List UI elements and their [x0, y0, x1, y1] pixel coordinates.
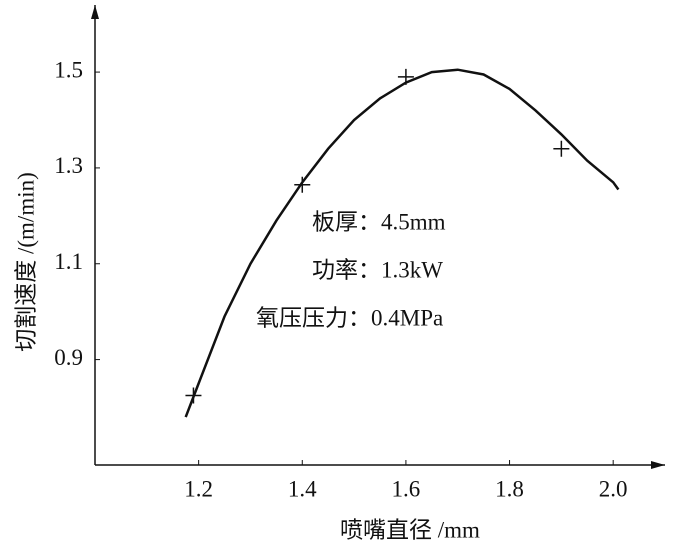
y-tick-label: 1.5	[54, 57, 83, 82]
x-tick-label: 1.8	[495, 476, 524, 501]
x-tick-label: 1.2	[184, 476, 213, 501]
x-axis-label: 喷嘴直径 /mm	[340, 517, 480, 542]
annotation: 氧压压力：0.4MPa	[256, 305, 443, 330]
data-point	[397, 68, 414, 85]
y-tick-label: 0.9	[54, 345, 83, 370]
annotation: 功率：1.3kW	[312, 257, 443, 282]
x-tick-label: 1.6	[392, 476, 421, 501]
fit-curve	[184, 68, 620, 418]
x-axis-arrow	[651, 461, 665, 469]
x-tick-label: 1.4	[288, 476, 317, 501]
data-point	[185, 387, 202, 404]
x-tick-label: 2.0	[599, 476, 628, 501]
y-tick-label: 1.1	[54, 249, 83, 274]
data-point	[553, 140, 570, 157]
annotation: 板厚：4.5mm	[312, 209, 446, 234]
y-tick-label: 1.3	[54, 153, 83, 178]
y-axis-label: 切割速度 /(m/min)	[13, 172, 38, 352]
data-point	[294, 176, 311, 193]
y-axis-arrow	[91, 5, 99, 19]
